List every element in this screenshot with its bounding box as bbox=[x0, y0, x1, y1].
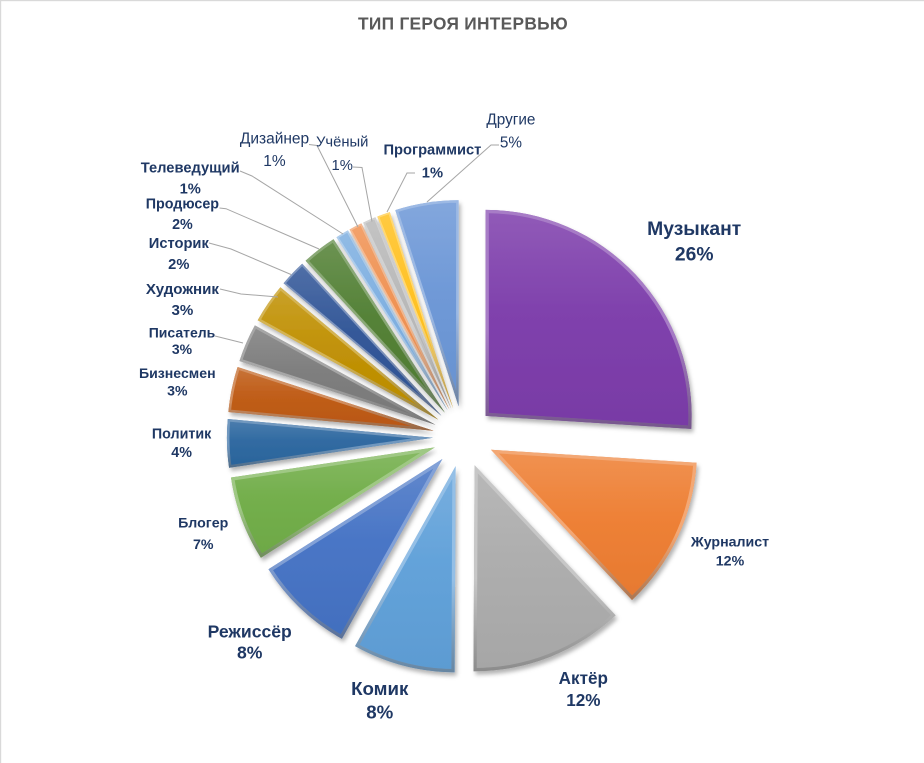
svg-text:8%: 8% bbox=[237, 642, 263, 662]
svg-text:Художник: Художник bbox=[146, 281, 220, 298]
svg-text:3%: 3% bbox=[167, 383, 188, 399]
svg-text:Блогер: Блогер bbox=[178, 515, 228, 531]
svg-text:2%: 2% bbox=[168, 257, 189, 273]
svg-text:Режиссёр: Режиссёр bbox=[208, 622, 292, 642]
svg-text:ТИП ГЕРОЯ ИНТЕРВЬЮ: ТИП ГЕРОЯ ИНТЕРВЬЮ bbox=[358, 14, 568, 34]
svg-text:1%: 1% bbox=[332, 158, 353, 174]
svg-text:5%: 5% bbox=[500, 135, 523, 152]
svg-text:4%: 4% bbox=[171, 445, 192, 461]
svg-text:Бизнесмен: Бизнесмен bbox=[139, 365, 216, 381]
svg-text:1%: 1% bbox=[422, 166, 443, 182]
svg-text:1%: 1% bbox=[180, 181, 201, 197]
svg-text:Историк: Историк bbox=[149, 236, 210, 252]
svg-text:Комик: Комик bbox=[351, 678, 409, 699]
svg-text:Учёный: Учёный bbox=[316, 135, 368, 151]
svg-text:12%: 12% bbox=[716, 554, 745, 570]
svg-text:2%: 2% bbox=[172, 217, 193, 233]
svg-text:3%: 3% bbox=[171, 302, 193, 319]
svg-text:Актёр: Актёр bbox=[559, 669, 608, 688]
svg-text:12%: 12% bbox=[566, 691, 600, 710]
svg-text:Другие: Другие bbox=[486, 112, 535, 129]
svg-text:Телеведущий: Телеведущий bbox=[141, 161, 240, 177]
svg-text:Музыкант: Музыкант bbox=[647, 219, 741, 240]
svg-text:Писатель: Писатель bbox=[149, 325, 216, 341]
svg-text:3%: 3% bbox=[172, 341, 193, 357]
svg-text:1%: 1% bbox=[263, 153, 286, 170]
svg-text:Программист: Программист bbox=[383, 143, 481, 159]
svg-text:7%: 7% bbox=[193, 537, 214, 553]
svg-text:Политик: Политик bbox=[152, 427, 212, 443]
svg-text:8%: 8% bbox=[366, 702, 393, 723]
svg-text:Журналист: Журналист bbox=[690, 534, 769, 550]
svg-text:Дизайнер: Дизайнер bbox=[240, 131, 309, 148]
svg-text:26%: 26% bbox=[675, 245, 714, 266]
svg-text:Продюсер: Продюсер bbox=[146, 196, 220, 212]
